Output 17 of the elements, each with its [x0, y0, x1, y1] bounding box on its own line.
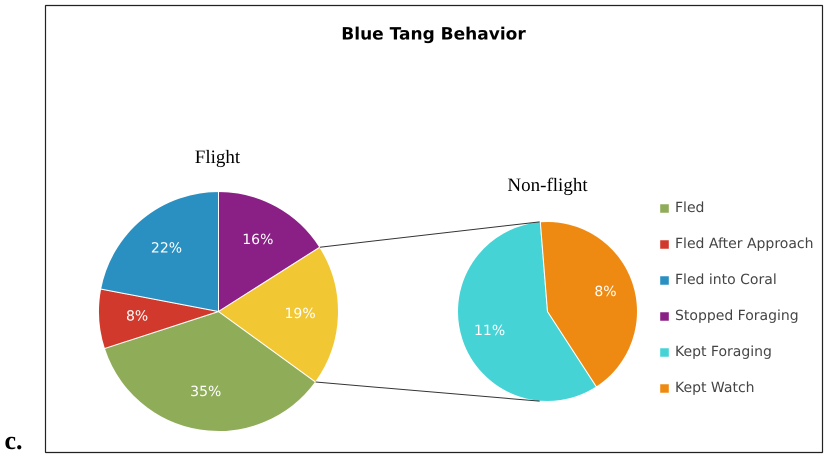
data-label: 22%: [150, 240, 182, 257]
legend-label: Kept Foraging: [675, 343, 772, 362]
chart-subtitle: Flight: [194, 147, 241, 168]
data-label: 11%: [474, 323, 506, 340]
legend-label: Fled After Approach: [675, 235, 814, 254]
data-label: 16%: [242, 232, 274, 248]
text: c.: [4, 426, 23, 455]
chart-title: Blue Tang Behavior: [341, 24, 526, 44]
data-label: 35%: [190, 384, 222, 400]
legend-label: Stopped Foraging: [675, 307, 799, 326]
legend-label: Kept Watch: [675, 379, 755, 398]
data-label: 19%: [284, 306, 316, 322]
legend-label: Fled into Coral: [675, 271, 777, 290]
chart-title: Non-flight: [507, 175, 588, 196]
legend-label: Fled: [675, 199, 704, 218]
data-label: 8%: [594, 284, 617, 300]
data-label: 8%: [126, 308, 148, 325]
